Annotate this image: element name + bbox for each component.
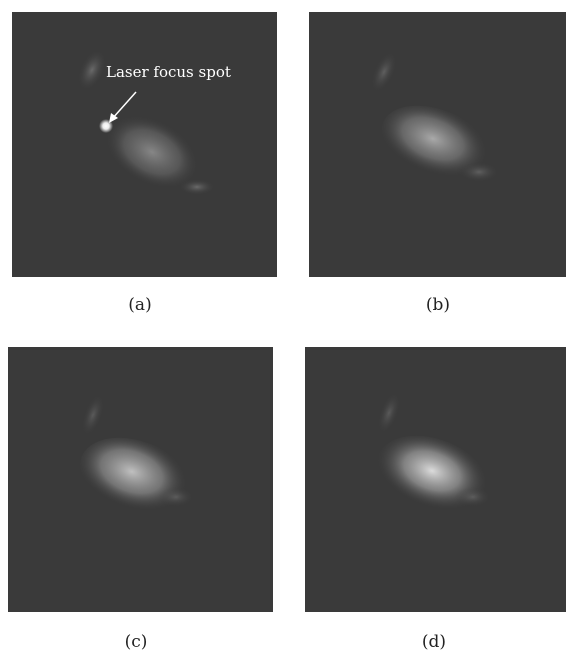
micrograph-image-c — [80, 394, 194, 517]
cell-tail — [179, 179, 215, 195]
micrograph-panel-b — [309, 12, 566, 277]
cell-tail — [459, 162, 499, 182]
micrograph-image-d — [377, 392, 491, 515]
caption-a: (a) — [128, 295, 152, 315]
cell-body — [105, 115, 199, 189]
arrow-head-icon — [109, 113, 118, 123]
annotation-arrow — [111, 91, 137, 120]
micrograph-image-a — [77, 49, 215, 195]
caption-b: (b) — [425, 295, 451, 315]
laser-focus-spot-label: Laser focus spot — [106, 63, 231, 81]
cell-fragment — [377, 392, 401, 434]
cell-fragment — [371, 51, 397, 93]
cell-tail — [455, 487, 491, 507]
caption-c: (c) — [124, 632, 148, 652]
micrograph-panel-c — [8, 347, 273, 612]
cell-body — [377, 435, 489, 515]
micrograph-panel-a — [12, 12, 277, 277]
cell-fragment — [81, 394, 105, 436]
micrograph-image-b — [371, 51, 499, 183]
cell-body — [381, 105, 493, 183]
cell-tail — [158, 487, 194, 507]
cell-fragment — [77, 49, 107, 91]
caption-d: (d) — [421, 632, 447, 652]
cell-body — [80, 437, 192, 517]
micrograph-panel-d — [305, 347, 566, 612]
